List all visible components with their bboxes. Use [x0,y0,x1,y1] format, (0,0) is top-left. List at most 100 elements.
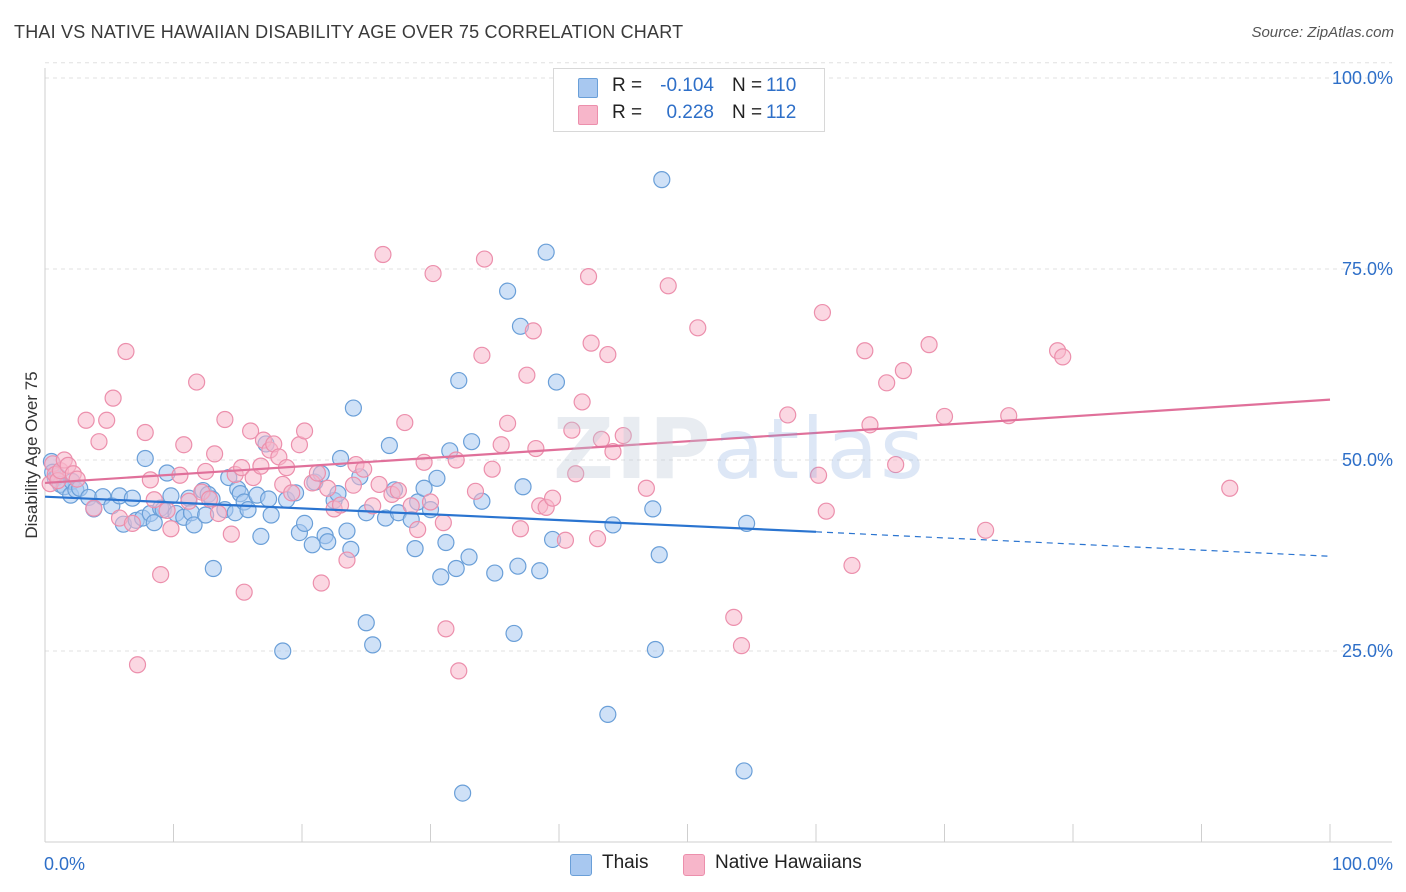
native-hawaiians-point [809,466,828,484]
native-hawaiians-point [68,470,86,488]
r-label: R = [612,75,643,96]
native-hawaiians-point [389,481,407,500]
y-tick-label: 100.0% [1332,68,1393,88]
thais-point [514,478,532,496]
n-label: N = [732,102,763,123]
thais-trend-line [44,495,817,533]
r-label: R = [612,102,643,123]
native-hawaiians-point [614,426,632,445]
native-hawaiians-point [573,393,591,411]
native-hawaiians-point [437,620,455,638]
thais-swatch [578,78,598,98]
r-value: 0.228 [666,102,714,123]
native-hawaiians-point [90,433,108,451]
native-hawaiians-point [312,574,330,592]
native-hawaiians-point [524,322,542,340]
thais-point [145,514,163,532]
hawaiians-swatch [578,105,598,125]
native-hawaiians-point [450,662,468,680]
n-value: 110 [766,75,797,96]
thais-point [136,449,154,468]
thais-points [42,171,756,802]
thais-point [653,171,671,189]
native-hawaiians-point [216,410,234,429]
tick-labels: 25.0% 50.0% 75.0% 100.0% 0.0% 100.0% [44,68,1393,874]
watermark: ZIPatlas [553,400,926,498]
native-hawaiians-point [588,530,607,548]
native-hawaiians-point [409,520,427,539]
native-hawaiians-point [424,264,442,283]
native-hawaiians-trend-line [44,398,1331,485]
native-hawaiians-point [180,492,198,510]
native-hawaiians-point [162,520,180,538]
native-hawaiians-point [222,525,240,543]
native-hawaiians-point [725,608,743,626]
native-hawaiians-point [104,389,122,407]
native-hawaiians-point [779,406,797,424]
native-hawaiians-point [206,445,224,463]
native-hawaiians-point [152,565,170,584]
thais-point [295,514,314,533]
thais-point [380,436,398,455]
thais-point [499,282,517,300]
native-hawaiians-point [158,501,176,520]
thais-point [450,371,468,390]
native-hawaiians-point [98,411,116,429]
native-hawaiians-point [338,551,356,569]
thais-point [364,636,382,654]
native-hawaiians-point [977,521,995,539]
watermark-atlas: atlas [712,400,926,498]
native-hawaiians-point [364,497,382,515]
native-hawaiians-point [599,345,617,364]
thais-point [646,640,664,659]
n-label: N = [732,75,763,96]
native-hawaiians-point [689,319,707,337]
x-tick-label: 0.0% [44,854,85,874]
native-hawaiians-point [421,493,440,511]
native-hawaiians-point [344,476,362,494]
thais-trend-extension [815,531,1331,557]
thais-point [509,557,527,575]
native-hawaiians-point [579,268,598,286]
native-hawaiians-point [732,637,751,655]
x-tick-label: 100.0% [1332,854,1393,874]
thais-point [344,399,362,417]
native-hawaiians-point [499,414,517,432]
thais-point [463,433,481,451]
native-hawaiians-point [582,334,600,352]
native-hawaiians-point [175,436,193,454]
native-hawaiians-point [894,362,912,380]
native-hawaiians-point [415,453,433,471]
n-value: 112 [766,102,797,123]
thais-point [262,506,280,524]
native-hawaiians-point [319,479,337,497]
native-hawaiians-point [188,373,206,391]
native-hawaiians-point [1221,479,1239,497]
thais-point [537,243,555,261]
native-hawaiians-point [209,504,228,523]
native-hawaiians-points [41,245,1239,680]
native-hawaiians-point [283,484,301,502]
native-hawaiians-point [887,455,905,474]
thais-point [547,373,566,391]
y-tick-label: 75.0% [1342,259,1393,279]
native-hawaiians-point [308,464,327,482]
thais-point [460,548,478,566]
thais-point [454,784,472,802]
native-hawaiians-point [483,460,501,478]
native-hawaiians-point [77,411,95,429]
native-hawaiians-point [543,489,562,507]
native-hawaiians-point [817,502,835,520]
axes [44,68,1392,843]
native-hawaiians-point [396,413,414,432]
native-hawaiians-point [374,245,392,264]
native-hawaiians-point [813,303,832,322]
native-hawaiians-point [637,479,655,497]
thais-point [357,614,375,632]
native-hawaiians-point [370,475,388,494]
stats-legend: R = -0.104 N = 110 R = 0.228 N = 112 [553,68,825,132]
chart-title: THAI VS NATIVE HAWAIIAN DISABILITY AGE O… [14,22,684,42]
native-hawaiians-point [141,471,159,489]
hawaiians-legend-swatch [683,854,705,876]
